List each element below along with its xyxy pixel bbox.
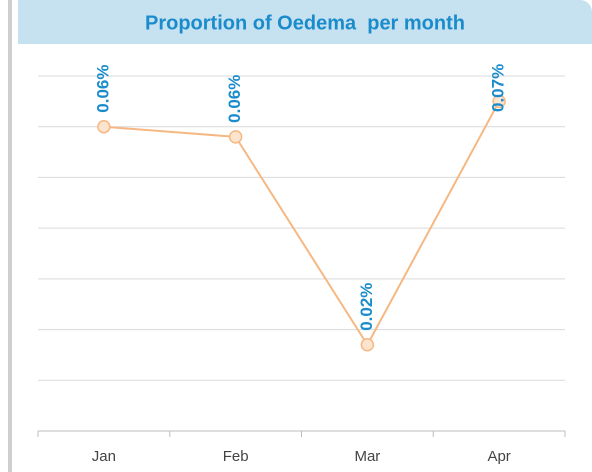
left-border	[8, 0, 12, 472]
x-tick-label: Mar	[354, 448, 380, 465]
marker	[360, 338, 375, 352]
title-banner	[18, 0, 592, 44]
marker	[228, 130, 243, 144]
x-tick-label: Apr	[487, 448, 510, 465]
line	[103, 100, 501, 347]
x-tick-label: Feb	[223, 448, 249, 465]
data-label: 0.06%	[225, 75, 244, 123]
data-label: 0.02%	[357, 283, 376, 331]
chart-title: Proportion of Oedema per month	[145, 12, 465, 34]
data-label: 0.06%	[93, 65, 112, 113]
marker	[97, 119, 111, 134]
marker	[492, 94, 506, 109]
x-tick-label: Jan	[92, 448, 116, 465]
data-label: 0.07%	[489, 64, 508, 112]
